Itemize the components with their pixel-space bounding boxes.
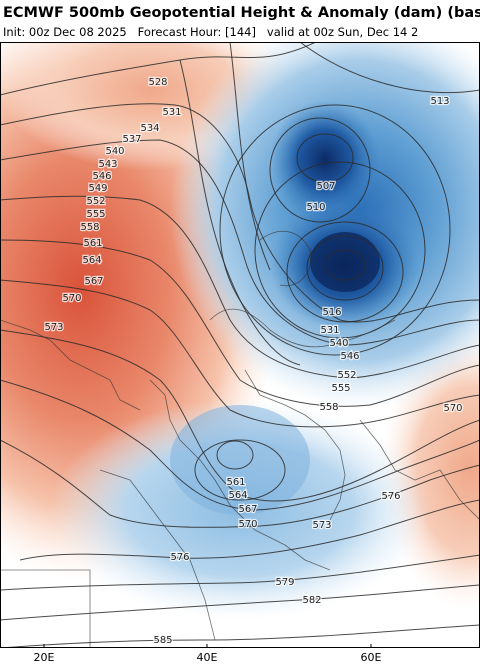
contour-label: 564 — [82, 255, 101, 266]
contour-label: 582 — [302, 595, 321, 606]
contour-label: 576 — [170, 552, 189, 563]
longitude-label: 40E — [197, 651, 218, 664]
cold-core — [310, 232, 380, 292]
contour-label: 528 — [148, 77, 167, 88]
map-subtitle: Init: 00z Dec 08 2025 Forecast Hour: [14… — [3, 25, 418, 39]
contour-label: 567 — [84, 276, 103, 287]
contour-label: 531 — [162, 107, 181, 118]
contour-label: 549 — [88, 183, 107, 194]
map-area — [0, 42, 480, 648]
contour-label: 567 — [238, 504, 257, 515]
contour-label: 543 — [98, 159, 117, 170]
contour-label: 552 — [86, 196, 105, 207]
contour-label: 573 — [44, 322, 63, 333]
contour-label: 546 — [92, 171, 111, 182]
contour-label: 561 — [83, 238, 102, 249]
contour-label: 531 — [320, 325, 339, 336]
contour-label: 570 — [238, 519, 257, 530]
contour-label: 555 — [86, 209, 105, 220]
longitude-label: 20E — [34, 651, 55, 664]
contour-label: 579 — [275, 577, 294, 588]
cold-anomaly — [170, 405, 310, 515]
contour-label: 570 — [443, 403, 462, 414]
contour-label: 546 — [340, 351, 359, 362]
map-title: ECMWF 500mb Geopotential Height & Anomal… — [3, 5, 480, 21]
coastlines — [0, 231, 480, 648]
longitude-label: 60E — [361, 651, 382, 664]
contour-label: 561 — [226, 477, 245, 488]
height-contours — [0, 42, 480, 648]
contour-label: 585 — [153, 635, 172, 646]
contour-label: 552 — [337, 370, 356, 381]
contour-label: 540 — [105, 146, 124, 157]
contour-label: 558 — [319, 402, 338, 413]
contour-label: 573 — [312, 520, 331, 531]
contour-label: 558 — [80, 222, 99, 233]
contour-label: 570 — [62, 293, 81, 304]
contour-label: 537 — [122, 134, 141, 145]
contour-label: 555 — [331, 383, 350, 394]
contour-label: 564 — [228, 490, 247, 501]
contour-label: 540 — [329, 338, 348, 349]
contour-label: 534 — [140, 123, 159, 134]
contour-label: 510 — [306, 202, 325, 213]
contour-label: 516 — [322, 307, 341, 318]
contour-label: 507 — [316, 181, 335, 192]
contour-label: 576 — [381, 491, 400, 502]
longitude-label-layer: 20E 40E 60E — [34, 644, 382, 664]
contour-label-layer: 5285315345375405435465495525555585615645… — [43, 76, 464, 648]
contour-label: 513 — [430, 96, 449, 107]
